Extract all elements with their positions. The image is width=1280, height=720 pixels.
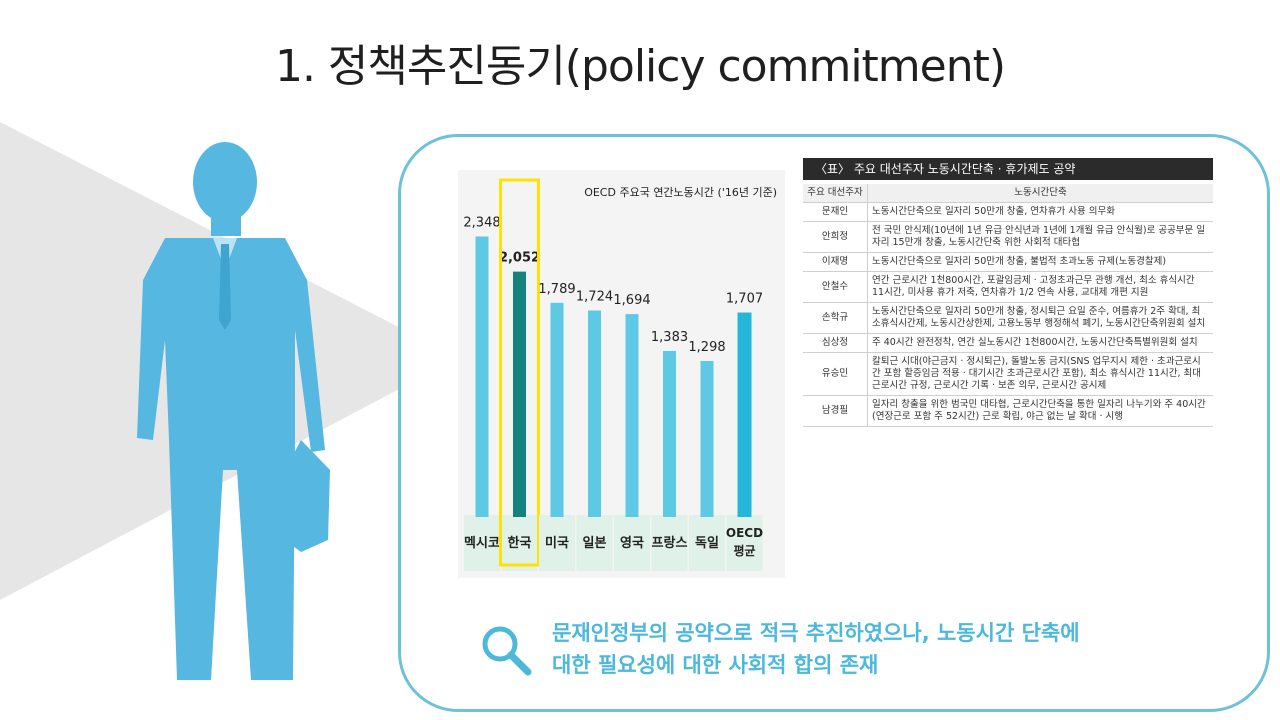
category-label: 일본 <box>583 536 607 551</box>
category-label: 프랑스 <box>652 536 688 551</box>
conclusion-line-2: 대한 필요성에 대한 사회적 합의 존재 <box>552 653 879 677</box>
category-cell <box>576 515 613 571</box>
pledge-text: 전 국민 안식제(10년에 1년 유급 안식년과 1년에 1개월 유급 안식월)… <box>867 221 1213 253</box>
table-row: 남경필 일자리 창출을 위한 범국민 대타협, 근로시간단축을 통한 일자리 나누… <box>803 395 1213 427</box>
chart-title: OECD 주요국 연간노동시간 ('16년 기준) <box>584 186 777 199</box>
candidate-name: 남경필 <box>803 395 868 427</box>
bar <box>513 271 526 517</box>
pledge-text: 연간 근로시간 1천800시간, 포괄임금제 · 고정초과근무 관행 개선, 최… <box>867 271 1213 303</box>
chart-plot: 2,348 멕시코 2,052 한국 1,789 미국 1,724 일본 1,694 영국 1,38… <box>463 178 763 571</box>
table-header-row: 주요 대선주자 노동시간단축 <box>803 184 1213 203</box>
magnifier-icon <box>482 626 532 676</box>
category-cell <box>464 515 500 571</box>
candidate-name: 이재명 <box>803 252 868 272</box>
table-row: 손학규 노동시간단축으로 일자리 50만개 창출, 정시퇴근 요일 준수, 여름휴… <box>803 302 1213 334</box>
pledge-text: 노동시간단축으로 일자리 50만개 창출, 불법적 초과노동 규제(노동경찰제) <box>867 252 1213 272</box>
table-row: 이재명 노동시간단축으로 일자리 50만개 창출, 불법적 초과노동 규제(노동경… <box>803 252 1213 272</box>
bar <box>700 361 714 517</box>
candidate-name: 손학규 <box>803 302 868 334</box>
data-label: 2,052 <box>499 251 540 266</box>
bar <box>737 312 752 517</box>
table-title: 〈표〉 주요 대선주자 노동시간단축 · 휴가제도 공약 <box>803 158 1213 180</box>
candidate-name: 심상정 <box>803 333 868 353</box>
table-row: 안희정 전 국민 안식제(10년에 1년 유급 안식년과 1년에 1개월 유급 안… <box>803 221 1213 253</box>
data-label: 1,724 <box>576 290 613 305</box>
category-label: 멕시코 <box>464 535 500 551</box>
bar <box>550 302 564 517</box>
data-label: 1,789 <box>538 282 575 297</box>
category-cell <box>501 515 538 571</box>
category-label: 미국 <box>545 535 569 551</box>
data-label: 2,348 <box>463 216 500 231</box>
table-header-pledge: 노동시간단축 <box>867 184 1213 203</box>
category-label: 한국 <box>508 535 532 551</box>
candidate-name: 안철수 <box>803 271 868 303</box>
category-cell <box>726 515 763 571</box>
pledge-text: 주 40시간 완전정착, 연간 실노동시간 1천800시간, 노동시간단축특별위… <box>867 333 1213 353</box>
data-label: 1,298 <box>688 340 725 355</box>
category-label: 평균 <box>733 544 755 558</box>
conclusion-line-1: 문재인정부의 공약으로 적극 추진하였으나, 노동시간 단축에 <box>552 621 1080 645</box>
highlight-box <box>499 178 540 567</box>
candidate-name: 문재인 <box>803 202 868 222</box>
pledge-table: 〈표〉 주요 대선주자 노동시간단축 · 휴가제도 공약 주요 대선주자 노동시… <box>803 158 1213 588</box>
data-label: 1,383 <box>651 330 688 345</box>
data-label: 1,707 <box>726 292 763 307</box>
bar <box>625 314 639 517</box>
bar <box>588 310 601 517</box>
pledge-text: 노동시간단축으로 일자리 50만개 창출, 연차휴가 사용 의무화 <box>867 202 1213 222</box>
bar-chart: OECD 주요국 연간노동시간 ('16년 기준) 2,348 멕시코 2,052 한… <box>458 170 785 578</box>
pledge-text: 노동시간단축으로 일자리 50만개 창출, 정시퇴근 요일 준수, 여름휴가 2… <box>867 302 1213 334</box>
pledge-table-grid: 주요 대선주자 노동시간단축 문재인 노동시간단축으로 일자리 50만개 창출, … <box>803 184 1213 427</box>
person-silhouette-icon <box>137 142 330 680</box>
conclusion-text: 문재인정부의 공약으로 적극 추진하였으나, 노동시간 단축에 대한 필요성에 … <box>552 617 1252 681</box>
table-row: 안철수 연간 근로시간 1천800시간, 포괄임금제 · 고정초과근무 관행 개선… <box>803 271 1213 303</box>
table-header-name: 주요 대선주자 <box>803 184 868 203</box>
table-row: 유승민 칼퇴근 시대(야근금지 · 정시퇴근), 돌발노동 금지(SNS 업무지시… <box>803 352 1213 396</box>
candidate-name: 유승민 <box>803 352 868 396</box>
bar <box>663 350 676 517</box>
category-label: OECD <box>726 526 763 540</box>
table-row: 문재인 노동시간단축으로 일자리 50만개 창출, 연차휴가 사용 의무화 <box>803 202 1213 222</box>
category-cell <box>614 515 650 571</box>
category-cell <box>651 515 688 571</box>
category-label: 영국 <box>620 536 644 551</box>
data-label: 1,694 <box>613 293 650 308</box>
candidate-name: 안희정 <box>803 221 868 253</box>
bar <box>475 236 489 518</box>
category-label: 독일 <box>695 536 719 551</box>
page-title: 1. 정책추진동기(policy commitment) <box>274 41 1006 92</box>
pledge-text: 일자리 창출을 위한 범국민 대타협, 근로시간단축을 통한 일자리 나누기와 … <box>867 395 1213 427</box>
category-cell <box>689 515 725 571</box>
table-row: 심상정 주 40시간 완전정착, 연간 실노동시간 1천800시간, 노동시간단축… <box>803 333 1213 353</box>
pledge-text: 칼퇴근 시대(야근금지 · 정시퇴근), 돌발노동 금지(SNS 업무지시 제한… <box>867 352 1213 396</box>
category-cell <box>539 515 575 571</box>
